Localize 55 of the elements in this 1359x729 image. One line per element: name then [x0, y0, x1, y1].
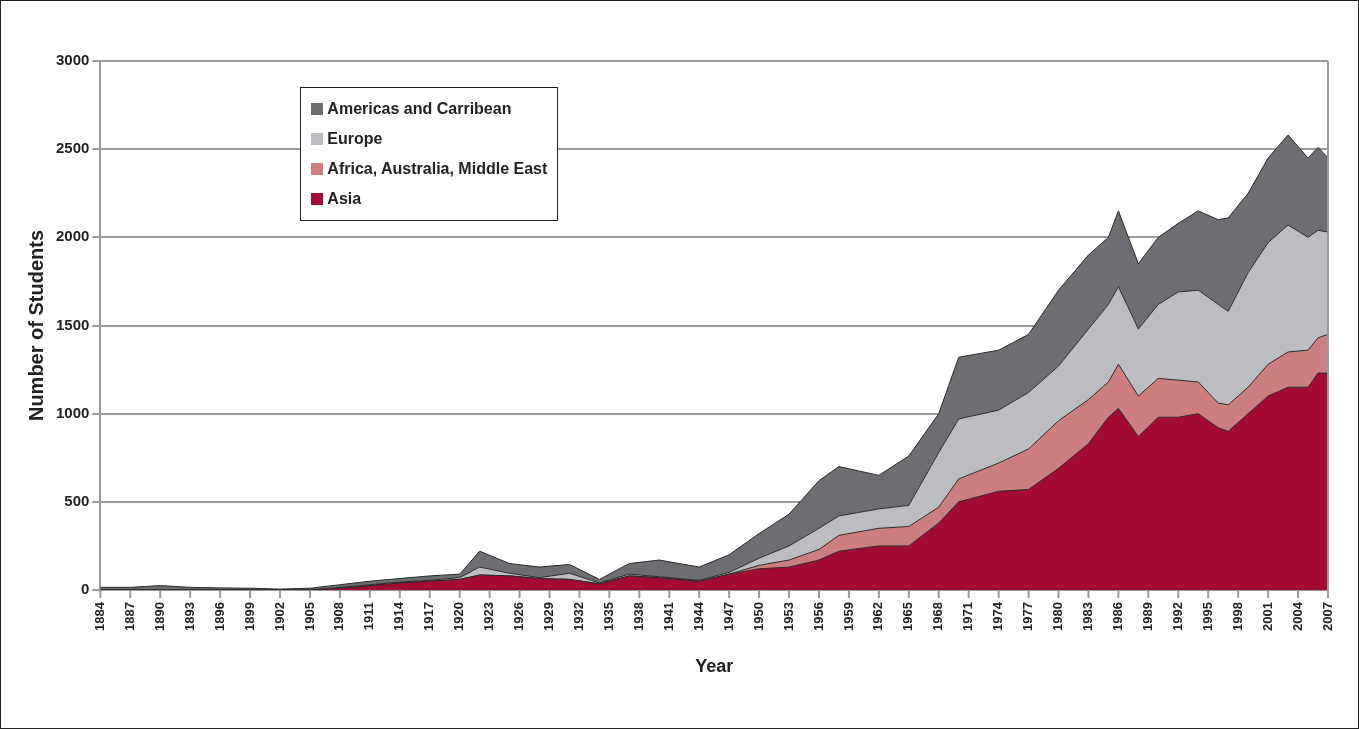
- x-tick-label: 1905: [301, 602, 317, 631]
- x-tick-label: 1974: [990, 601, 1006, 631]
- y-tick-label: 2000: [55, 227, 90, 245]
- x-tick-label: 1938: [630, 602, 646, 631]
- x-axis-title: Year: [695, 655, 734, 676]
- x-tick-label: 1977: [1020, 602, 1036, 631]
- x-tick-label: 1980: [1050, 602, 1066, 631]
- x-tick-label: 1956: [810, 602, 826, 631]
- x-tick-label: 2001: [1259, 602, 1275, 631]
- x-tick-label: 1989: [1139, 602, 1155, 631]
- y-tick-label: 1500: [55, 315, 90, 333]
- x-tick-label: 1941: [660, 602, 676, 631]
- x-tick-label: 1968: [930, 602, 946, 631]
- x-tick-label: 1959: [840, 602, 856, 631]
- x-tick-label: 1947: [720, 602, 736, 631]
- legend-label: Africa, Australia, Middle East: [327, 160, 548, 178]
- x-tick-label: 1983: [1080, 602, 1096, 631]
- x-tick-label: 1998: [1229, 602, 1245, 631]
- x-tick-label: 1992: [1169, 602, 1185, 631]
- legend-label: Asia: [327, 190, 362, 208]
- y-tick-label: 0: [81, 580, 90, 598]
- y-tick-label: 2500: [55, 139, 90, 157]
- x-tick-label: 1926: [511, 602, 527, 631]
- x-tick-label: 1923: [481, 602, 497, 631]
- x-tick-label: 1896: [211, 602, 227, 631]
- y-tick-label: 500: [64, 491, 90, 509]
- x-tick-label: 1962: [870, 602, 886, 631]
- x-tick-label: 1935: [600, 602, 616, 631]
- legend-label: Europe: [327, 130, 383, 148]
- y-axis-title: Number of Students: [24, 229, 47, 422]
- x-tick-label: 1914: [391, 601, 407, 631]
- x-tick-label: 2007: [1319, 602, 1335, 631]
- x-tick-label: 1965: [900, 602, 916, 631]
- x-tick-label: 1911: [361, 602, 377, 631]
- x-tick-label: 1944: [690, 601, 706, 631]
- x-tick-label: 1899: [241, 602, 257, 631]
- x-tick-label: 1932: [571, 602, 587, 631]
- x-tick-label: 1971: [960, 602, 976, 631]
- x-tick-label: 1953: [780, 602, 796, 631]
- x-tick-label: 1929: [541, 602, 557, 631]
- y-tick-label: 1000: [55, 403, 90, 421]
- x-tick-label: 1995: [1199, 602, 1215, 631]
- x-tick-label: 1893: [181, 602, 197, 631]
- x-tick-label: 1917: [421, 602, 437, 631]
- legend-label: Americas and Carribean: [327, 100, 512, 118]
- x-tick-label: 1908: [331, 602, 347, 631]
- x-tick-label: 1986: [1109, 602, 1125, 631]
- x-tick-label: 1884: [91, 601, 107, 631]
- x-tick-label: 1890: [151, 602, 167, 631]
- x-tick-label: 1950: [750, 602, 766, 631]
- x-tick-label: 1887: [121, 602, 137, 631]
- x-tick-label: 2004: [1289, 601, 1305, 631]
- x-tick-label: 1902: [271, 602, 287, 631]
- y-tick-label: 3000: [55, 51, 90, 69]
- x-tick-label: 1920: [451, 602, 467, 631]
